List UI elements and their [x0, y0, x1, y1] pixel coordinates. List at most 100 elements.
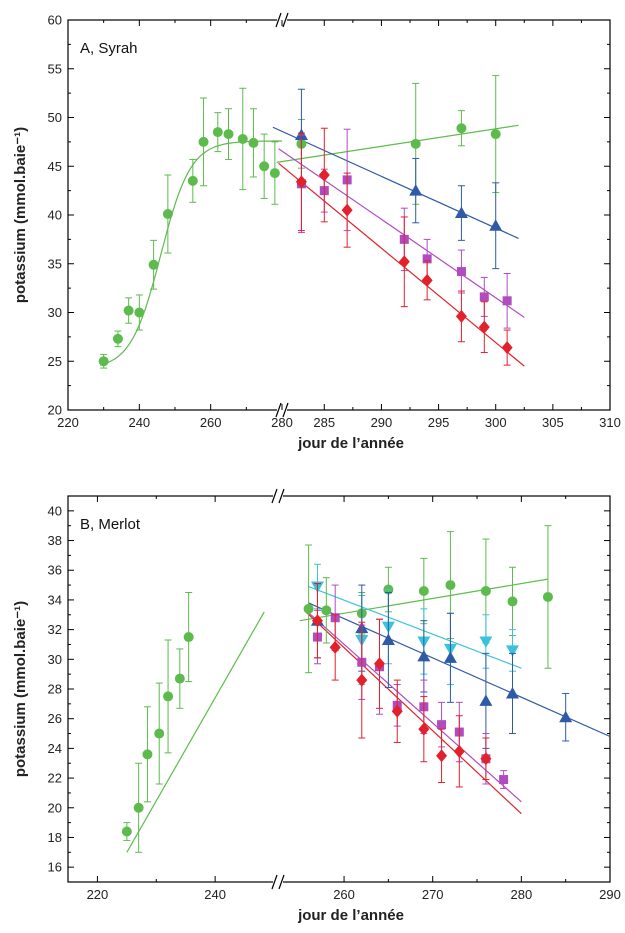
- panel-a-data-point: [223, 129, 234, 140]
- panel-a-series-circle: [98, 75, 501, 369]
- panel-a-data-point: [123, 305, 134, 316]
- panel-b-x-tick-label: 270: [422, 887, 444, 902]
- panel-a-data-point: [187, 175, 198, 186]
- panel-b-axis-break-mark: [271, 874, 278, 890]
- panel-a-x-tick-label: 310: [599, 415, 621, 430]
- panel-a-series-diamond: [295, 127, 513, 366]
- panel-b-x-axis-label: jour de l’année: [297, 907, 404, 924]
- panel-b-data-point: [133, 802, 144, 813]
- panel-a-data-point: [501, 341, 513, 355]
- panel-b-data-point: [479, 636, 493, 648]
- panel-a-x-tick-label: 280: [271, 415, 293, 430]
- panel-b-y-tick-label: 26: [48, 711, 62, 726]
- panel-a-data-point: [398, 255, 410, 269]
- panel-a-fit-curve: [99, 140, 282, 366]
- panel-a-y-tick-label: 20: [48, 403, 62, 418]
- panel-b-data-point: [480, 586, 491, 597]
- panel-b-y-tick-label: 20: [48, 800, 62, 815]
- panel-b-data-point: [329, 640, 341, 654]
- panel-a-data-point: [295, 175, 307, 189]
- panel-b-axis-break-mark: [278, 488, 285, 504]
- panel-b-data-point: [453, 744, 465, 758]
- panel-b-x-tick-label: 280: [510, 887, 532, 902]
- panel-a-data-point: [456, 267, 466, 277]
- panel-a-y-tick-label: 30: [48, 305, 62, 320]
- panel-a-data-point: [502, 296, 512, 306]
- panel-b-y-tick-label: 36: [48, 563, 62, 578]
- panel-b-y-tick-label: 18: [48, 830, 62, 845]
- panel-b-data-point: [480, 752, 492, 766]
- panel-a-data-point: [479, 292, 489, 302]
- panel-a-x-tick-label: 300: [485, 415, 507, 430]
- panel-a-y-tick-label: 25: [48, 354, 62, 369]
- panel-b-data-point: [174, 673, 185, 684]
- panel-b-y-tick-label: 28: [48, 682, 62, 697]
- panel-b-data-point: [417, 649, 431, 662]
- panel-a-fit-line: [276, 124, 519, 163]
- panel-a-chart: 20 25 30 35 40 45 50 55 60 220 240 260 280 285 290 295 3…: [12, 13, 621, 453]
- panel-b-y-tick-label: 24: [48, 741, 62, 756]
- panel-b-y-tick-label: 30: [48, 652, 62, 667]
- panel-a-x-tick-label: 220: [57, 415, 79, 430]
- panel-a-data-point: [259, 161, 270, 172]
- panel-b-plot-area: [121, 525, 610, 853]
- panel-a-fit-line: [272, 126, 519, 239]
- panel-a-axis-break-mark: [282, 12, 289, 28]
- panel-b-chart: 16 18 20 22 24 26 28 30 32 34 36 38 40 220 240 260 270 28…: [12, 488, 621, 924]
- panel-b-axis-break-gap-1: [273, 875, 283, 889]
- panel-b-data-point: [499, 775, 509, 785]
- panel-b-data-point: [391, 704, 403, 718]
- panel-b-data-point: [418, 586, 429, 597]
- panel-b-data-point: [163, 691, 174, 702]
- panel-b-x-tick-label: 240: [204, 887, 226, 902]
- panel-b-x-tick-label: 290: [599, 887, 621, 902]
- panel-b-data-point: [311, 614, 323, 628]
- panel-b-y-tick-label: 32: [48, 622, 62, 637]
- panel-a-y-tick-label: 35: [48, 256, 62, 271]
- panel-b-panel-title: B, Merlot: [80, 516, 141, 533]
- panel-a-panel-title: A, Syrah: [80, 40, 138, 57]
- panel-b-axis-break-gap-0: [273, 489, 283, 503]
- panel-a-plot-area: [98, 75, 525, 369]
- panel-b-y-tick-label: 16: [48, 860, 62, 875]
- panel-b-series-diamond: [311, 583, 492, 788]
- panel-a-data-point: [478, 320, 490, 334]
- panel-b-data-point: [445, 580, 456, 591]
- panel-a-data-point: [489, 219, 503, 231]
- panel-a-data-point: [112, 333, 123, 344]
- panel-a-axis-break-mark: [275, 12, 282, 28]
- panel-a-data-point: [237, 133, 248, 144]
- panel-b-data-point: [437, 720, 447, 730]
- panel-b-plot-frame: [67, 495, 611, 883]
- panel-b-data-point: [183, 632, 194, 643]
- panel-b-y-tick-label: 34: [48, 592, 62, 607]
- panel-b-x-tick-label: 220: [87, 887, 109, 902]
- panel-b-y-tick-label: 38: [48, 533, 62, 548]
- panel-b-series-square: [312, 584, 509, 789]
- panel-b-y-tick-label: 22: [48, 771, 62, 786]
- panel-a-data-point: [148, 259, 159, 270]
- panel-a-data-point: [162, 209, 173, 220]
- panel-b-x-tick-label: 260: [333, 887, 355, 902]
- panel-b-data-point: [154, 728, 165, 739]
- panel-b-data-point: [479, 694, 493, 706]
- panel-a-data-point: [490, 129, 501, 140]
- panel-b-axis-break-mark: [278, 874, 285, 890]
- panel-a-data-point: [212, 127, 223, 138]
- panel-a-data-point: [134, 307, 145, 318]
- panel-a-y-tick-label: 55: [48, 61, 62, 76]
- panel-a-y-tick-label: 40: [48, 208, 62, 223]
- panel-a-data-point: [456, 123, 467, 134]
- panel-a-data-point: [454, 206, 468, 219]
- panel-b-data-point: [418, 722, 430, 736]
- panel-a-data-point: [421, 273, 433, 287]
- panel-a-data-point: [198, 136, 209, 147]
- panel-a-y-axis-label: potassium (mmol.baie⁻¹): [12, 127, 29, 303]
- panel-b-data-point: [303, 603, 314, 614]
- panel-a-data-point: [455, 309, 467, 323]
- panel-a-y-tick-label: 50: [48, 110, 62, 125]
- panel-b-series-triangle-down: [310, 563, 519, 686]
- panel-b-data-point: [507, 596, 518, 607]
- panel-b-data-point: [142, 749, 153, 760]
